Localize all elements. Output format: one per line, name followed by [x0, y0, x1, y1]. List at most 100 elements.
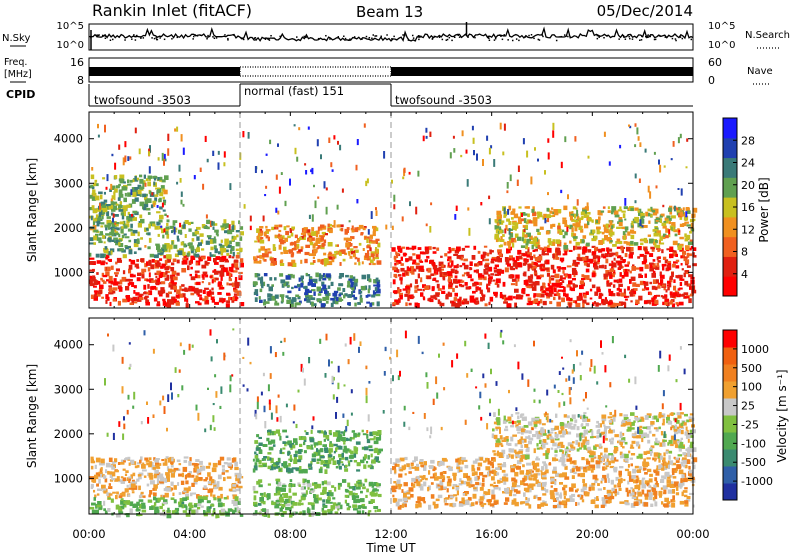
heatmap-cell [253, 261, 258, 264]
heatmap-cell [223, 219, 227, 224]
heatmap-cell [187, 487, 190, 492]
heatmap-cell [449, 503, 454, 507]
heatmap-cell [629, 493, 633, 497]
heatmap-cell [580, 239, 583, 244]
heatmap-cell [447, 466, 452, 470]
heatmap-cell [220, 225, 225, 228]
heatmap-cell [581, 278, 585, 280]
noise-search-dot [206, 37, 208, 40]
heatmap-cell [688, 465, 691, 470]
heatmap-cell [536, 462, 540, 467]
heatmap-cell [550, 264, 555, 270]
heatmap-cell [265, 229, 271, 232]
heatmap-cell [362, 248, 365, 251]
heatmap-cell [603, 487, 606, 490]
heatmap-cell [284, 237, 288, 242]
noise-search-dot [624, 38, 627, 40]
heatmap-cell [586, 211, 591, 215]
heatmap-cell [473, 150, 475, 156]
heatmap-cell [595, 220, 598, 224]
heatmap-cell [322, 273, 326, 277]
heatmap-cell [95, 509, 99, 515]
heatmap-cell [674, 484, 679, 488]
heatmap-cell [511, 210, 515, 215]
heatmap-cell [645, 287, 650, 291]
heatmap-cell [354, 278, 359, 283]
heatmap-cell [278, 487, 283, 492]
heatmap-cell [456, 263, 459, 268]
heatmap-cell [634, 485, 638, 490]
heatmap-cell [204, 260, 208, 266]
noise-search-dot [418, 38, 420, 41]
heatmap-cell [557, 241, 562, 247]
heatmap-cell [540, 285, 544, 289]
heatmap-cell [112, 298, 117, 302]
heatmap-cell [597, 260, 600, 265]
heatmap-cell [321, 231, 326, 234]
heatmap-cell [638, 178, 641, 183]
heatmap-cell [356, 462, 361, 467]
heatmap-cell [96, 207, 102, 212]
heatmap-cell [165, 231, 169, 235]
heatmap-cell [613, 279, 619, 283]
heatmap-cell [226, 457, 231, 461]
heatmap-cell [317, 298, 322, 303]
heatmap-cell [484, 264, 489, 268]
heatmap-cell [376, 248, 379, 253]
heatmap-cell [375, 207, 377, 211]
heatmap-cell [254, 166, 257, 173]
heatmap-cell [139, 459, 142, 464]
heatmap-cell [477, 250, 481, 254]
heatmap-cell [608, 263, 614, 267]
heatmap-cell [444, 253, 448, 257]
heatmap-cell [218, 300, 223, 303]
heatmap-cell [316, 286, 322, 292]
heatmap-cell [189, 273, 192, 277]
heatmap-cell [95, 183, 99, 187]
heatmap-cell [408, 466, 412, 470]
heatmap-cell [114, 231, 118, 234]
heatmap-cell [97, 123, 99, 129]
heatmap-cell [605, 254, 609, 258]
heatmap-cell [267, 483, 271, 486]
heatmap-cell [310, 488, 314, 491]
heatmap-cell [98, 233, 104, 236]
heatmap-cell [162, 289, 166, 294]
heatmap-cell [634, 200, 637, 204]
heatmap-cell [364, 285, 368, 290]
heatmap-cell [90, 215, 93, 221]
heatmap-cell [351, 228, 355, 233]
heatmap-cell [682, 207, 685, 211]
heatmap-cell [566, 284, 571, 288]
heatmap-cell [349, 275, 353, 279]
heatmap-cell [209, 479, 214, 483]
heatmap-cell [398, 261, 402, 264]
heatmap-cell [601, 264, 605, 269]
heatmap-cell [311, 502, 315, 507]
heatmap-cell [479, 496, 484, 501]
heatmap-cell [362, 506, 367, 509]
heatmap-cell [171, 230, 173, 234]
heatmap-cell [503, 207, 506, 215]
heatmap-cell [582, 207, 587, 211]
heatmap-cell [118, 209, 124, 212]
heatmap-cell [171, 262, 175, 266]
heatmap-cell [611, 457, 617, 462]
heatmap-cell [113, 461, 117, 464]
heatmap-cell [249, 225, 252, 231]
heatmap-cell [641, 288, 646, 291]
heatmap-cell [677, 137, 680, 144]
heatmap-cell [689, 239, 693, 243]
heatmap-cell [202, 289, 206, 294]
heatmap-cell [338, 465, 342, 470]
heatmap-cell [105, 469, 108, 474]
heatmap-cell [658, 465, 663, 470]
heatmap-cell [548, 240, 551, 246]
heatmap-cell [457, 468, 461, 473]
heatmap-cell [234, 484, 239, 488]
heatmap-cell [547, 138, 550, 143]
heatmap-cell [422, 288, 425, 292]
heatmap-cell [167, 478, 170, 482]
heatmap-cell [93, 242, 96, 245]
heatmap-cell [256, 434, 260, 438]
